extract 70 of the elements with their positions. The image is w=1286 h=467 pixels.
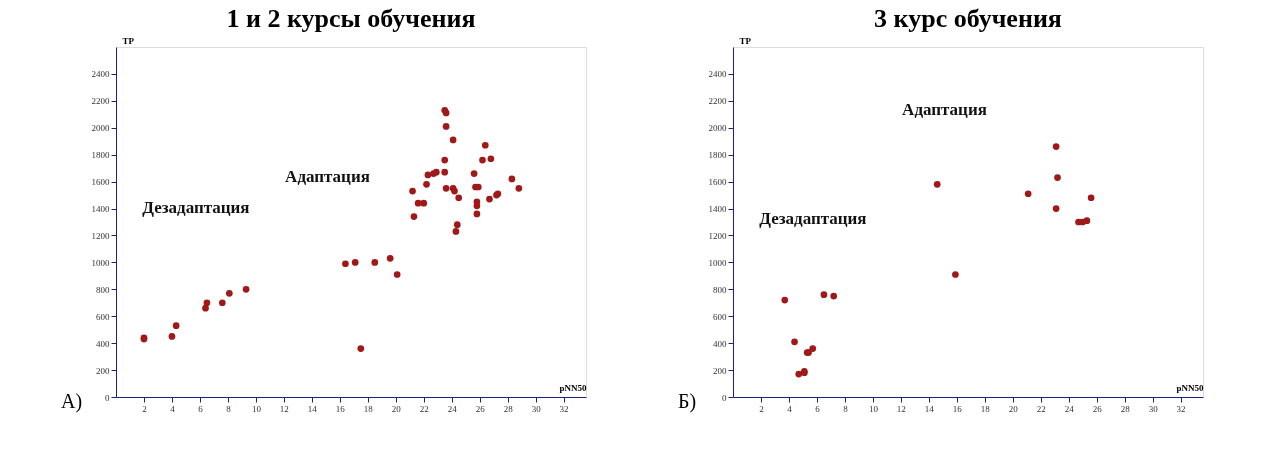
annotation: Адаптация	[902, 100, 987, 119]
y-tick-label: 1400	[708, 204, 727, 215]
x-tick-label: 14	[924, 403, 935, 414]
x-tick-label: 28	[503, 403, 514, 414]
y-tick-label: 800	[96, 284, 110, 295]
y-tick-label: 2000	[708, 123, 727, 134]
text: Б)	[678, 390, 697, 413]
x-tick-label: 16	[335, 403, 346, 414]
x-tick-label: 28	[1120, 403, 1131, 414]
annotation: Дезадаптация	[142, 198, 250, 217]
x-tick-label: 30	[1148, 403, 1159, 414]
y-tick-label: 2400	[91, 69, 110, 80]
annotation: Дезадаптация	[759, 208, 867, 228]
x-tick-label: 12	[279, 403, 289, 414]
annotation: Адаптация	[285, 166, 370, 186]
x-tick-label: 20	[391, 403, 402, 414]
x-tick-label: 2	[142, 403, 147, 414]
x-tick-label: 4	[787, 403, 793, 414]
x-tick-label: 26	[1092, 403, 1103, 414]
x-tick-label: 22	[1036, 403, 1046, 414]
x-tick-label: 10	[868, 403, 879, 414]
x-tick-label: 30	[531, 403, 542, 414]
y-tick-label: 1000	[91, 257, 110, 268]
x-tick-label: 14	[307, 403, 318, 414]
y-tick-label: 600	[96, 311, 110, 322]
y-tick-label: 1600	[91, 177, 110, 188]
x-tick-label: 4	[170, 403, 176, 414]
x-tick-label: 20	[1008, 403, 1019, 414]
x-tick-label: 6	[198, 403, 204, 414]
y-tick-label: 400	[96, 338, 110, 349]
y-tick-label: 1600	[708, 177, 727, 188]
x-axis-title: pNN50	[1176, 382, 1204, 393]
x-tick-label: 10	[251, 403, 262, 414]
x-tick-label: 6	[815, 403, 821, 414]
x-tick-label: 24	[447, 403, 458, 414]
x-tick-label: 8	[226, 403, 232, 414]
x-tick-label: 16	[952, 403, 963, 414]
y-tick-label: 200	[96, 365, 110, 376]
y-tick-label: 1400	[91, 204, 110, 215]
y-tick-label: 1000	[708, 257, 727, 268]
x-tick-label: 18	[363, 403, 374, 414]
y-tick-label: 600	[713, 311, 727, 322]
y-tick-label: 0	[105, 392, 110, 403]
x-tick-label: 32	[1176, 403, 1186, 414]
y-tick-label: 200	[713, 365, 727, 376]
x-tick-label: 2	[759, 403, 764, 414]
x-tick-label: 12	[896, 403, 906, 414]
x-tick-label: 32	[559, 403, 569, 414]
y-tick-label: 400	[713, 338, 727, 349]
y-tick-label: 2000	[91, 123, 110, 134]
y-axis-title: TP	[739, 35, 752, 46]
x-tick-label: 24	[1064, 403, 1075, 414]
x-tick-label: 22	[419, 403, 429, 414]
x-tick-label: 18	[980, 403, 991, 414]
chart-title: 3 курс обучения	[874, 4, 1062, 33]
y-tick-label: 1800	[91, 150, 110, 161]
x-axis-title: pNN50	[559, 382, 587, 393]
y-tick-label: 0	[722, 392, 727, 403]
y-tick-label: 2400	[708, 69, 727, 80]
y-tick-label: 2200	[91, 96, 110, 107]
y-tick-label: 2200	[708, 96, 727, 107]
y-axis-title: TP	[122, 35, 135, 46]
y-tick-label: 1200	[708, 230, 727, 241]
x-tick-label: 26	[475, 403, 486, 414]
text: А)	[61, 390, 83, 413]
y-tick-label: 800	[713, 284, 727, 295]
y-tick-label: 1800	[708, 150, 727, 161]
chart-title: 1 и 2 курсы обучения	[226, 4, 476, 33]
y-tick-label: 1200	[91, 230, 110, 241]
x-tick-label: 8	[843, 403, 849, 414]
